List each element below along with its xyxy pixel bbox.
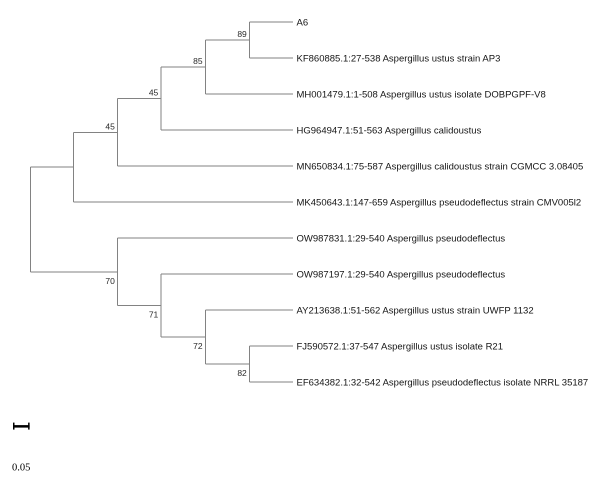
svg-text:82: 82 — [237, 368, 247, 378]
svg-text:OW987831.1:29-540 Aspergillus: OW987831.1:29-540 Aspergillus pseudodefl… — [297, 234, 506, 245]
svg-text:85: 85 — [193, 56, 203, 66]
svg-text:45: 45 — [105, 121, 115, 131]
svg-text:70: 70 — [105, 276, 115, 286]
svg-text:KF860885.1:27-538 Aspergillus: KF860885.1:27-538 Aspergillus ustus stra… — [297, 54, 501, 65]
svg-text:45: 45 — [149, 88, 159, 98]
svg-text:71: 71 — [149, 310, 159, 320]
svg-text:0.05: 0.05 — [12, 463, 30, 474]
svg-text:MK450643.1:147-659 Aspergillus: MK450643.1:147-659 Aspergillus pseudodef… — [297, 197, 582, 208]
svg-text:AY213638.1:51-562 Aspergillus: AY213638.1:51-562 Aspergillus ustus stra… — [297, 306, 534, 317]
svg-text:A6: A6 — [297, 18, 309, 29]
svg-text:72: 72 — [193, 341, 203, 351]
svg-text:89: 89 — [237, 29, 247, 39]
svg-text:MH001479.1:1-508 Aspergillus u: MH001479.1:1-508 Aspergillus ustus isola… — [297, 90, 546, 101]
svg-text:MN650834.1:75-587 Aspergillus: MN650834.1:75-587 Aspergillus calidoustu… — [297, 162, 584, 173]
svg-text:EF634382.1:32-542 Aspergillus: EF634382.1:32-542 Aspergillus pseudodefl… — [297, 378, 589, 389]
svg-text:OW987197.1:29-540 Aspergillus: OW987197.1:29-540 Aspergillus pseudodefl… — [297, 270, 506, 281]
svg-text:HG964947.1:51-563 Aspergillus: HG964947.1:51-563 Aspergillus calidoustu… — [297, 126, 482, 137]
svg-text:FJ590572.1:37-547 Aspergillus: FJ590572.1:37-547 Aspergillus ustus isol… — [297, 342, 504, 353]
